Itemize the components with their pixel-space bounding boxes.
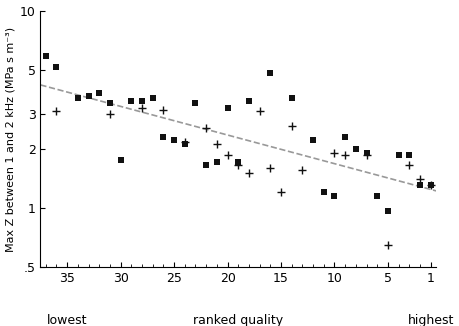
Point <box>362 153 369 158</box>
Text: ranked quality: ranked quality <box>193 314 283 326</box>
Point <box>330 193 337 199</box>
Point <box>234 160 241 165</box>
Point <box>319 190 327 195</box>
Point <box>213 142 220 147</box>
Point <box>373 193 380 199</box>
Point <box>170 138 178 143</box>
Point <box>330 150 337 156</box>
Text: highest: highest <box>407 314 453 326</box>
Point <box>159 107 167 112</box>
Point <box>415 176 423 182</box>
Point <box>149 96 156 101</box>
Point <box>181 140 188 145</box>
Point <box>95 91 103 96</box>
Point <box>53 108 60 113</box>
Point <box>128 98 135 103</box>
Point <box>341 153 348 158</box>
Point <box>191 100 199 106</box>
Y-axis label: Max Z between 1 and 2 kHz (MPa s m⁻³): Max Z between 1 and 2 kHz (MPa s m⁻³) <box>6 26 16 251</box>
Point <box>53 64 60 69</box>
Point <box>266 165 274 170</box>
Point <box>85 93 92 98</box>
Point <box>394 153 402 158</box>
Point <box>266 71 274 76</box>
Point <box>255 108 263 113</box>
Point <box>245 170 252 176</box>
Point <box>224 106 231 111</box>
Point <box>277 190 284 195</box>
Point <box>106 100 113 106</box>
Point <box>298 168 305 173</box>
Point <box>405 153 412 158</box>
Point <box>245 98 252 103</box>
Point <box>138 106 146 111</box>
Point <box>415 183 423 188</box>
Point <box>42 53 50 58</box>
Point <box>405 162 412 168</box>
Point <box>234 162 241 168</box>
Point <box>341 134 348 139</box>
Point <box>159 134 167 139</box>
Point <box>117 157 124 163</box>
Point <box>383 242 391 247</box>
Point <box>181 142 188 147</box>
Point <box>383 208 391 213</box>
Point <box>138 98 146 103</box>
Point <box>362 150 369 156</box>
Point <box>74 96 81 101</box>
Point <box>287 96 295 101</box>
Point <box>202 162 209 168</box>
Text: lowest: lowest <box>47 314 87 326</box>
Point <box>352 146 359 151</box>
Point <box>309 138 316 143</box>
Point <box>287 124 295 129</box>
Point <box>106 111 113 116</box>
Point <box>224 153 231 158</box>
Point <box>426 183 433 188</box>
Point <box>426 183 433 188</box>
Point <box>202 125 209 130</box>
Point <box>213 160 220 165</box>
